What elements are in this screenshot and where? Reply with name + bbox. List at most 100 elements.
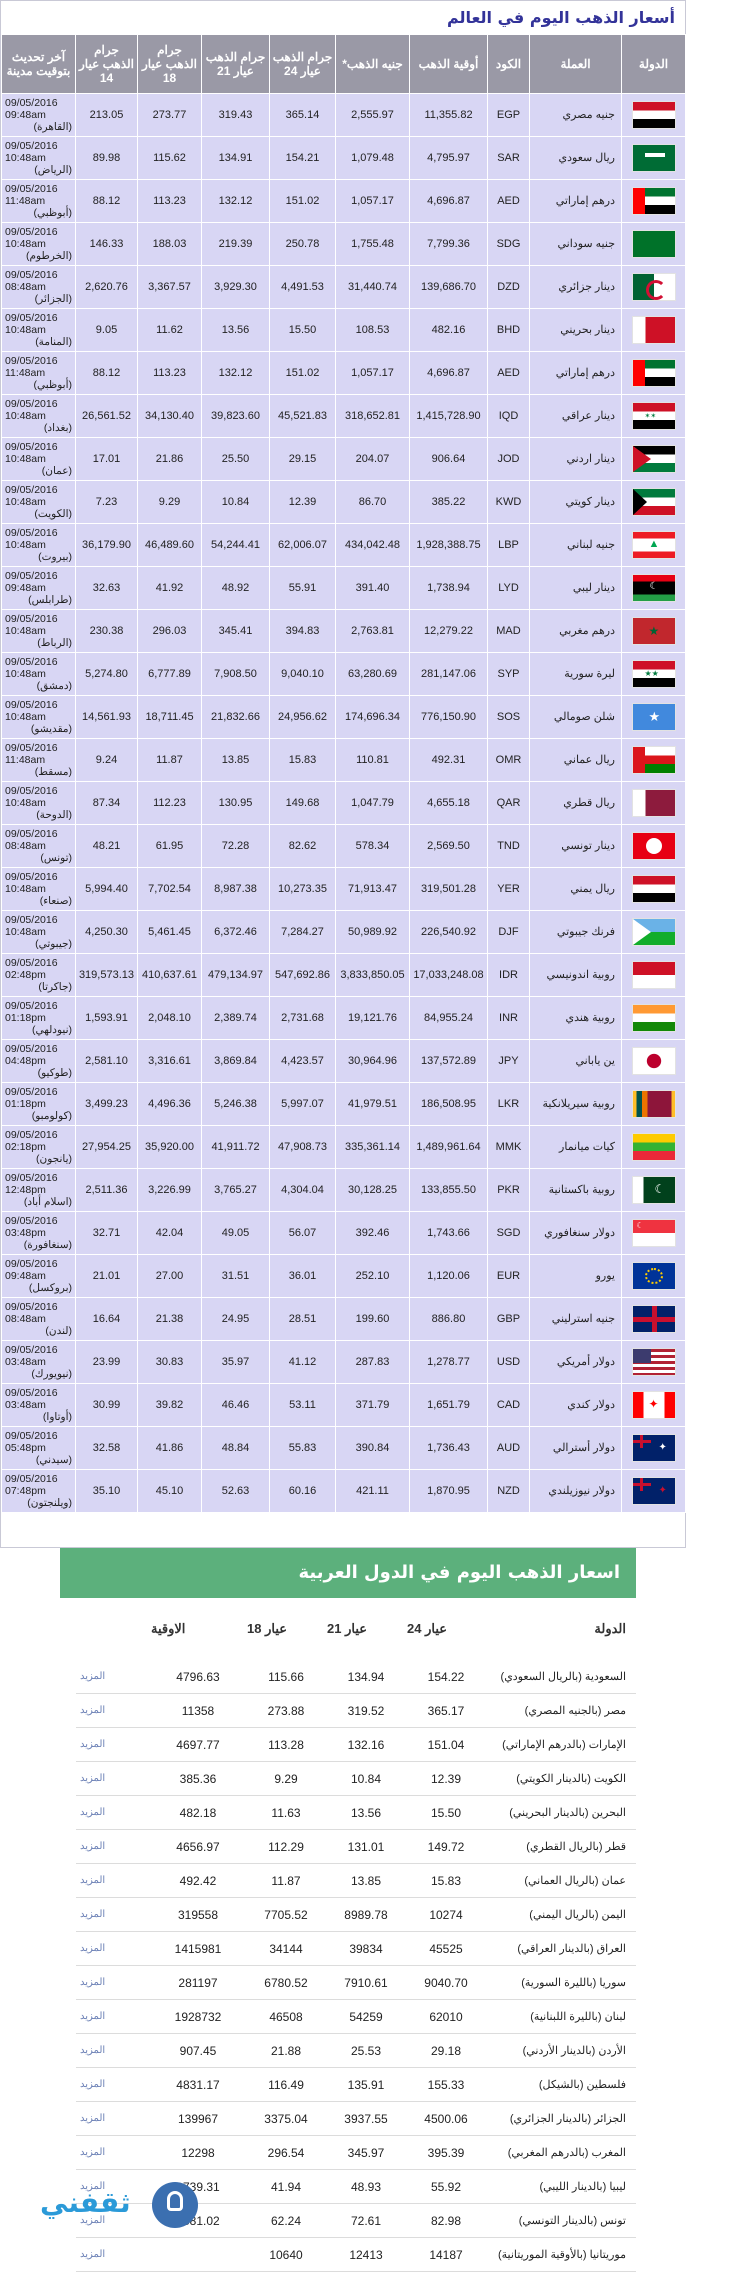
more-link[interactable]: المزيد bbox=[76, 1897, 150, 1932]
update-time: 09/05/2016 10:48am (الخرطوم) bbox=[1, 222, 76, 266]
flag-cell bbox=[621, 867, 686, 911]
arab-k18: 296.54 bbox=[246, 2135, 326, 2170]
flag-cell: ★★ bbox=[621, 652, 686, 696]
more-link[interactable]: المزيد bbox=[76, 1863, 150, 1898]
more-link[interactable]: المزيد bbox=[76, 2067, 150, 2102]
arab-k18: 34144 bbox=[246, 1931, 326, 1966]
pound-price: 50,989.92 bbox=[335, 910, 410, 954]
world-row-pkr: ☾ روبية باكستانية PKR 133,855.50 30,128.25 4,… bbox=[1, 1168, 686, 1212]
ounce-price: 1,278.77 bbox=[409, 1340, 488, 1384]
k21-price: 479,134.97 bbox=[201, 953, 270, 997]
update-time: 09/05/2016 08:48am (لندن) bbox=[1, 1297, 76, 1341]
arab-ounce: 4697.77 bbox=[150, 1727, 246, 1762]
k24-price: 394.83 bbox=[269, 609, 336, 653]
pound-price: 63,280.69 bbox=[335, 652, 410, 696]
update-time: 09/05/2016 10:48am (دمشق) bbox=[1, 652, 76, 696]
currency-code: IQD bbox=[487, 394, 530, 438]
k24-price: 62,006.07 bbox=[269, 523, 336, 567]
currency-name: درهم إماراتي bbox=[529, 179, 622, 223]
world-row-aed: درهم إماراتي AED 4,696.87 1,057.17 151.02 132… bbox=[1, 351, 686, 395]
k14-price: 21.01 bbox=[75, 1254, 138, 1298]
k24-price: 55.91 bbox=[269, 566, 336, 610]
k14-price: 213.05 bbox=[75, 93, 138, 137]
ounce-price: 84,955.24 bbox=[409, 996, 488, 1040]
more-link[interactable]: المزيد bbox=[76, 1761, 150, 1796]
arab-k21: 3937.55 bbox=[326, 2101, 406, 2136]
flag-cell: ☾ bbox=[621, 566, 686, 610]
currency-name: دولار نيوزيلندي bbox=[529, 1469, 622, 1513]
arab-k18: 11.63 bbox=[246, 1795, 326, 1830]
update-time: 09/05/2016 11:48am (مسقط) bbox=[1, 738, 76, 782]
update-time: 09/05/2016 10:48am (المنامة) bbox=[1, 308, 76, 352]
update-date: 09/05/2016 bbox=[5, 97, 58, 109]
arab-gold-table: الدولة عيار 24 عيار 21 عيار 18 الاوقية ا… bbox=[76, 1598, 636, 2272]
australia-flag-icon: ✦ bbox=[631, 1434, 676, 1462]
arab-country: ليبيا (بالدينار الليبي) bbox=[486, 2169, 636, 2204]
more-link[interactable]: المزيد bbox=[76, 1693, 150, 1728]
more-link[interactable]: المزيد bbox=[76, 1727, 150, 1762]
k18-price: 3,367.57 bbox=[137, 265, 202, 309]
currency-name: شلن صومالي bbox=[529, 695, 622, 739]
flag-cell bbox=[621, 179, 686, 223]
arab-k21: 7910.61 bbox=[326, 1965, 406, 2000]
k21-price: 13.56 bbox=[201, 308, 270, 352]
k21-price: 52.63 bbox=[201, 1469, 270, 1513]
more-link[interactable]: المزيد bbox=[76, 2169, 150, 2204]
flag-cell bbox=[621, 1254, 686, 1298]
update-date: 09/05/2016 bbox=[5, 1258, 58, 1270]
k24-price: 365.14 bbox=[269, 93, 336, 137]
ounce-price: 1,489,961.64 bbox=[409, 1125, 488, 1169]
update-date: 09/05/2016 bbox=[5, 1387, 58, 1399]
currency-name: روبية سيريلانكية bbox=[529, 1082, 622, 1126]
more-link[interactable]: المزيد bbox=[76, 2101, 150, 2136]
currency-name: ريال سعودي bbox=[529, 136, 622, 180]
more-link[interactable]: المزيد bbox=[76, 2135, 150, 2170]
k24-price: 9,040.10 bbox=[269, 652, 336, 696]
arab-country: قطر (بالريال القطري) bbox=[486, 1829, 636, 1864]
update-clock: 03:48pm bbox=[5, 1227, 46, 1239]
update-date: 09/05/2016 bbox=[5, 656, 58, 668]
update-time: 09/05/2016 10:48am (عمان) bbox=[1, 437, 76, 481]
update-time: 09/05/2016 09:48am (القاهرة) bbox=[1, 93, 76, 137]
japan-flag-icon bbox=[631, 1047, 676, 1075]
update-city: (الجزائر) bbox=[34, 293, 72, 305]
more-link[interactable]: المزيد bbox=[76, 2033, 150, 2068]
arab-gold-panel: اسعار الذهب اليوم في الدول العربية الدول… bbox=[60, 1548, 636, 2272]
more-link[interactable]: المزيد bbox=[76, 1965, 150, 2000]
world-row-kwd: دينار كويتي KWD 385.22 86.70 12.39 10.84 9.29 7… bbox=[1, 480, 686, 524]
more-link[interactable]: المزيد bbox=[76, 1931, 150, 1966]
update-date: 09/05/2016 bbox=[5, 1129, 58, 1141]
update-date: 09/05/2016 bbox=[5, 957, 58, 969]
update-city: (سنغافورة) bbox=[23, 1239, 72, 1251]
update-date: 09/05/2016 bbox=[5, 1172, 58, 1184]
more-link[interactable]: المزيد bbox=[76, 1829, 150, 1864]
arab-k18: 11.87 bbox=[246, 1863, 326, 1898]
more-link[interactable]: المزيد bbox=[76, 1999, 150, 2034]
more-link[interactable]: المزيد bbox=[76, 1660, 150, 1694]
more-link[interactable]: المزيد bbox=[76, 2203, 150, 2238]
currency-code: LYD bbox=[487, 566, 530, 610]
update-date: 09/05/2016 bbox=[5, 398, 58, 410]
currency-name: ريال يمني bbox=[529, 867, 622, 911]
k24-price: 24,956.62 bbox=[269, 695, 336, 739]
k21-price: 46.46 bbox=[201, 1383, 270, 1427]
k14-price: 30.99 bbox=[75, 1383, 138, 1427]
k21-price: 41,911.72 bbox=[201, 1125, 270, 1169]
arab-k18: 7705.52 bbox=[246, 1897, 326, 1932]
arab-row: عمان (بالريال العماني) 15.83 13.85 11.87 492… bbox=[76, 1863, 636, 1898]
update-clock: 09:48am bbox=[5, 109, 46, 121]
currency-name: كيات ميانمار bbox=[529, 1125, 622, 1169]
update-clock: 10:48am bbox=[5, 625, 46, 637]
update-clock: 10:48am bbox=[5, 797, 46, 809]
arab-row: الجزائر (بالدينار الجزائري) 4500.06 3937.5… bbox=[76, 2101, 636, 2136]
k24-price: 41.12 bbox=[269, 1340, 336, 1384]
more-link[interactable]: المزيد bbox=[76, 2237, 150, 2272]
k21-price: 48.92 bbox=[201, 566, 270, 610]
more-link[interactable]: المزيد bbox=[76, 1795, 150, 1830]
update-time: 09/05/2016 10:48am (الدوحة) bbox=[1, 781, 76, 825]
world-row-omr: ريال عماني OMR 492.31 110.81 15.83 13.85 11.87… bbox=[1, 738, 686, 782]
currency-name: روبية هندي bbox=[529, 996, 622, 1040]
update-clock: 01:18pm bbox=[5, 1098, 46, 1110]
k24-price: 45,521.83 bbox=[269, 394, 336, 438]
site-logo[interactable]: ثقفني bbox=[4, 2180, 214, 2234]
